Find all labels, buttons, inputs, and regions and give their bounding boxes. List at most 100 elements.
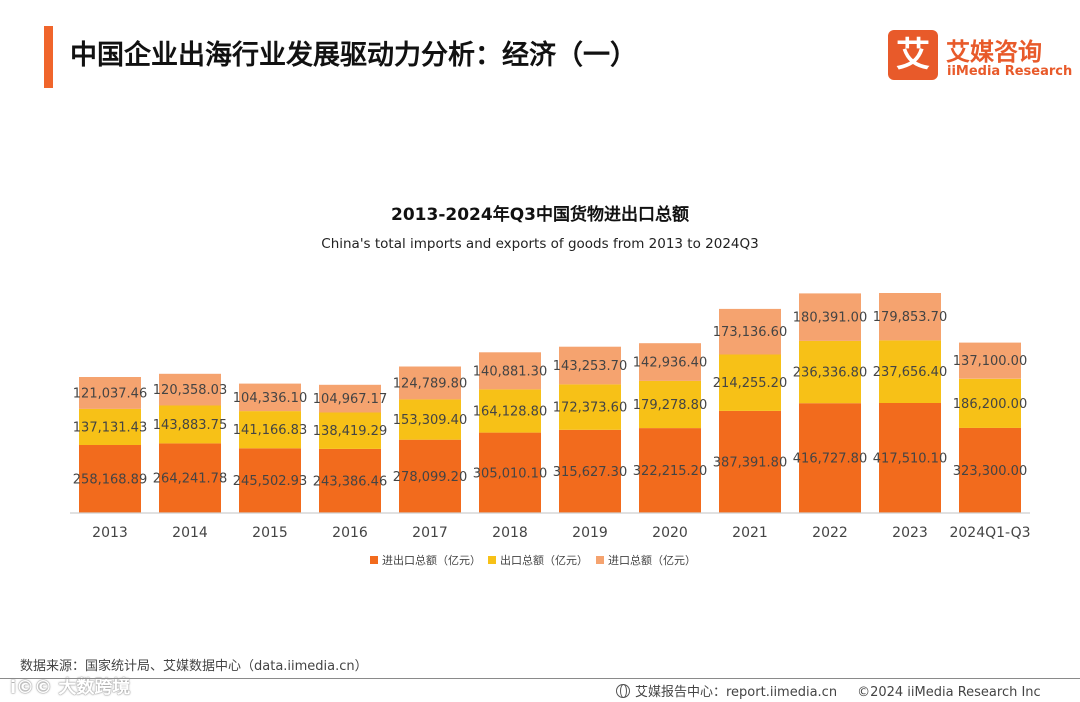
bar-segment-3-2017: [399, 366, 461, 400]
data-label-3-2023: 179,853.70: [873, 310, 947, 325]
data-label-3-2016: 104,967.17: [313, 392, 387, 407]
data-label-1-2014: 264,241.78: [153, 472, 227, 487]
bar-segment-2-2014: [159, 405, 221, 444]
bar-segment-2-2013: [79, 408, 141, 445]
data-label-2-2015: 141,166.83: [233, 423, 307, 438]
data-label-2-2019: 172,373.60: [553, 401, 627, 416]
x-tick-label-2019: 2019: [572, 525, 608, 541]
x-tick-label-2016: 2016: [332, 525, 368, 541]
bar-segment-2-2020: [639, 380, 701, 429]
chart: 2013-2024年Q3中国货物进出口总额 China's total impo…: [70, 204, 1031, 567]
x-tick-label-2015: 2015: [252, 525, 288, 541]
chart-title: 2013-2024年Q3中国货物进出口总额: [391, 204, 689, 225]
bar-segment-3-2021: [719, 308, 781, 355]
bar-segment-2-2019: [559, 384, 621, 430]
bar-segment-1-2023: [879, 403, 941, 513]
data-label-3-2021: 173,136.60: [713, 325, 787, 340]
x-tick-label-2021: 2021: [732, 525, 768, 541]
data-label-1-2020: 322,215.20: [633, 464, 707, 479]
x-tick-label-2022: 2022: [812, 525, 848, 541]
bar-segment-3-2018: [479, 352, 541, 390]
bar-segment-1-2017: [399, 439, 461, 513]
footer: 艾媒报告中心：report.iimedia.cn ©2024 iiMedia Re…: [616, 681, 1041, 700]
bar-segment-2-2021: [719, 354, 781, 411]
legend-swatch-2: [488, 556, 496, 564]
legend-label-2: 出口总额（亿元）: [500, 553, 588, 567]
bar-segment-1-2024Q1-Q3: [959, 427, 1021, 513]
data-label-2-2018: 164,128.80: [473, 405, 547, 420]
data-label-3-2017: 124,789.80: [393, 376, 467, 391]
bar-segment-2-2016: [319, 412, 381, 449]
data-label-3-2015: 104,336.10: [233, 391, 307, 406]
bar-segment-3-2015: [239, 383, 301, 412]
bar-segment-2-2017: [399, 399, 461, 440]
data-label-3-2022: 180,391.00: [793, 311, 867, 326]
bar-segment-1-2022: [799, 403, 861, 513]
bar-segment-2-2024Q1-Q3: [959, 378, 1021, 428]
data-label-2-2020: 179,278.80: [633, 398, 707, 413]
bar-segment-1-2015: [239, 448, 301, 513]
data-label-1-2017: 278,099.20: [393, 470, 467, 485]
bar-segment-3-2014: [159, 373, 221, 406]
data-label-3-2024Q1-Q3: 137,100.00: [953, 354, 1027, 369]
bar-segment-2-2022: [799, 340, 861, 404]
data-source-note: 数据来源：国家统计局、艾媒数据中心（data.iimedia.cn）: [20, 659, 368, 674]
footer-report-center: 艾媒报告中心：report.iimedia.cn: [635, 685, 838, 700]
data-label-1-2023: 417,510.10: [873, 452, 947, 467]
page-title: 中国企业出海行业发展驱动力分析：经济（一）: [70, 40, 637, 71]
data-label-1-2019: 315,627.30: [553, 465, 627, 480]
x-tick-label-2014: 2014: [172, 525, 208, 541]
bar-segment-2-2015: [239, 411, 301, 449]
bar-segment-1-2014: [159, 443, 221, 513]
brand-logo-mark: 艾: [888, 30, 938, 80]
bar-segment-1-2020: [639, 428, 701, 513]
x-tick-label-2020: 2020: [652, 525, 688, 541]
legend-label-1: 进出口总额（亿元）: [382, 553, 481, 567]
chart-legend: 进出口总额（亿元） 出口总额（亿元） 进口总额（亿元）: [370, 553, 696, 567]
data-label-1-2013: 258,168.89: [73, 473, 147, 488]
data-label-1-2024Q1-Q3: 323,300.00: [953, 464, 1027, 479]
brand-name-cn: 艾媒咨询: [946, 38, 1042, 66]
data-label-1-2018: 305,010.10: [473, 466, 547, 481]
data-label-3-2013: 121,037.46: [73, 386, 147, 401]
brand-logo-mark-char: 艾: [896, 35, 930, 75]
data-label-1-2022: 416,727.80: [793, 452, 867, 467]
data-label-2-2022: 236,336.80: [793, 366, 867, 381]
bar-segment-1-2018: [479, 432, 541, 513]
data-label-2-2014: 143,883.75: [153, 418, 227, 433]
bar-segment-3-2023: [879, 293, 941, 341]
x-tick-label-2023: 2023: [892, 525, 928, 541]
x-tick-label-2024Q1-Q3: 2024Q1-Q3: [949, 525, 1030, 541]
title-accent-bar: [44, 26, 53, 88]
brand-logo: 艾 艾媒咨询 iiMedia Research: [888, 30, 1072, 82]
x-tick-label-2018: 2018: [492, 525, 528, 541]
data-label-1-2016: 243,386.46: [313, 474, 387, 489]
chart-value-labels: 258,168.89 137,131.43 121,037.46 264,241.78…: [73, 310, 1027, 489]
data-label-2-2021: 214,255.20: [713, 376, 787, 391]
data-label-2-2017: 153,309.40: [393, 413, 467, 428]
bar-segment-2-2018: [479, 389, 541, 433]
data-label-3-2020: 142,936.40: [633, 356, 707, 371]
bar-segment-1-2016: [319, 448, 381, 513]
legend-label-3: 进口总额（亿元）: [608, 553, 696, 567]
bar-segment-1-2021: [719, 410, 781, 513]
chart-subtitle: China's total imports and exports of goo…: [321, 236, 758, 252]
chart-bars: [79, 293, 1021, 513]
footer-divider: [0, 678, 1080, 679]
bar-segment-3-2022: [799, 293, 861, 341]
legend-swatch-3: [596, 556, 604, 564]
data-label-2-2016: 138,419.29: [313, 424, 387, 439]
bar-segment-2-2023: [879, 340, 941, 403]
data-label-2-2023: 237,656.40: [873, 365, 947, 380]
bar-segment-3-2019: [559, 346, 621, 385]
brand-name-en: iiMedia Research: [947, 64, 1073, 79]
data-label-1-2015: 245,502.93: [233, 474, 307, 489]
bar-segment-3-2013: [79, 377, 141, 409]
bar-segment-3-2020: [639, 343, 701, 381]
bar-segment-3-2016: [319, 384, 381, 413]
watermark: i©© 大数跨境: [10, 677, 131, 698]
x-tick-label-2013: 2013: [92, 525, 128, 541]
legend-swatch-1: [370, 556, 378, 564]
bar-segment-1-2013: [79, 445, 141, 513]
data-label-2-2013: 137,131.43: [73, 420, 147, 435]
